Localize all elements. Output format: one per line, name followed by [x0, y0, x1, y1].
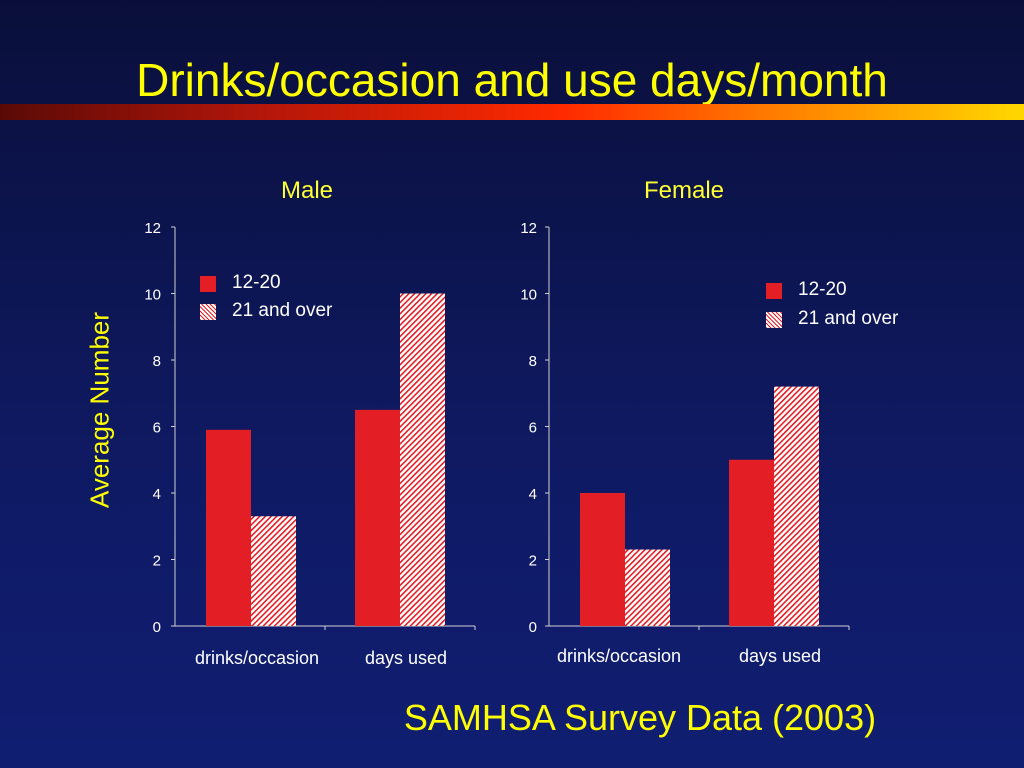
bar-12-20	[355, 409, 400, 626]
y-tick-label: 12	[144, 220, 161, 237]
x-category-label: drinks/occasion	[195, 648, 319, 668]
y-tick-label: 6	[153, 420, 161, 437]
y-tick-label: 10	[144, 287, 161, 304]
x-category-label: days used	[365, 648, 447, 668]
bar-12-20	[729, 459, 774, 626]
y-tick-label: 10	[520, 287, 537, 304]
legend-label: 21 and over	[232, 300, 333, 321]
chart-title-female: Female	[643, 177, 725, 204]
bar-21-and-over	[625, 549, 670, 626]
bar-12-20	[206, 429, 251, 626]
y-tick-label: 8	[153, 353, 161, 370]
x-category-label: drinks/occasion	[557, 646, 681, 666]
y-tick-label: 2	[529, 553, 537, 570]
y-tick-label: 2	[153, 553, 161, 570]
legend-label: 21 and over	[798, 308, 899, 329]
legend-swatch-hatched	[766, 312, 782, 328]
bar-21-and-over	[251, 516, 296, 626]
y-tick-label: 8	[529, 353, 537, 370]
source-footer: SAMHSA Survey Data (2003)	[403, 697, 877, 738]
y-tick-label: 4	[153, 486, 161, 503]
y-tick-label: 0	[529, 619, 537, 636]
chart-female: 0 2 4 6 8 10 12 drinks/occasion days used	[520, 220, 850, 666]
chart-male: 0 2 4 6 8 10 12 drinks/occasion days used	[144, 220, 476, 668]
chart-title-male: Male	[280, 177, 334, 204]
legend-label: 12-20	[232, 272, 281, 293]
legend-label: 12-20	[798, 279, 847, 300]
y-tick-label: 12	[520, 220, 537, 237]
bar-21-and-over	[400, 293, 445, 626]
y-tick-label: 4	[529, 486, 537, 503]
y-tick-label: 0	[153, 619, 161, 636]
title-underline-bar	[0, 104, 1024, 120]
x-category-label: days used	[739, 646, 821, 666]
bar-21-and-over	[774, 386, 819, 626]
legend-swatch-hatched	[200, 304, 216, 320]
bar-12-20	[580, 493, 625, 626]
legend-swatch-solid	[200, 276, 216, 292]
slide-title: Drinks/occasion and use days/month	[136, 54, 888, 106]
legend-swatch-solid	[766, 283, 782, 299]
y-tick-label: 6	[529, 420, 537, 437]
